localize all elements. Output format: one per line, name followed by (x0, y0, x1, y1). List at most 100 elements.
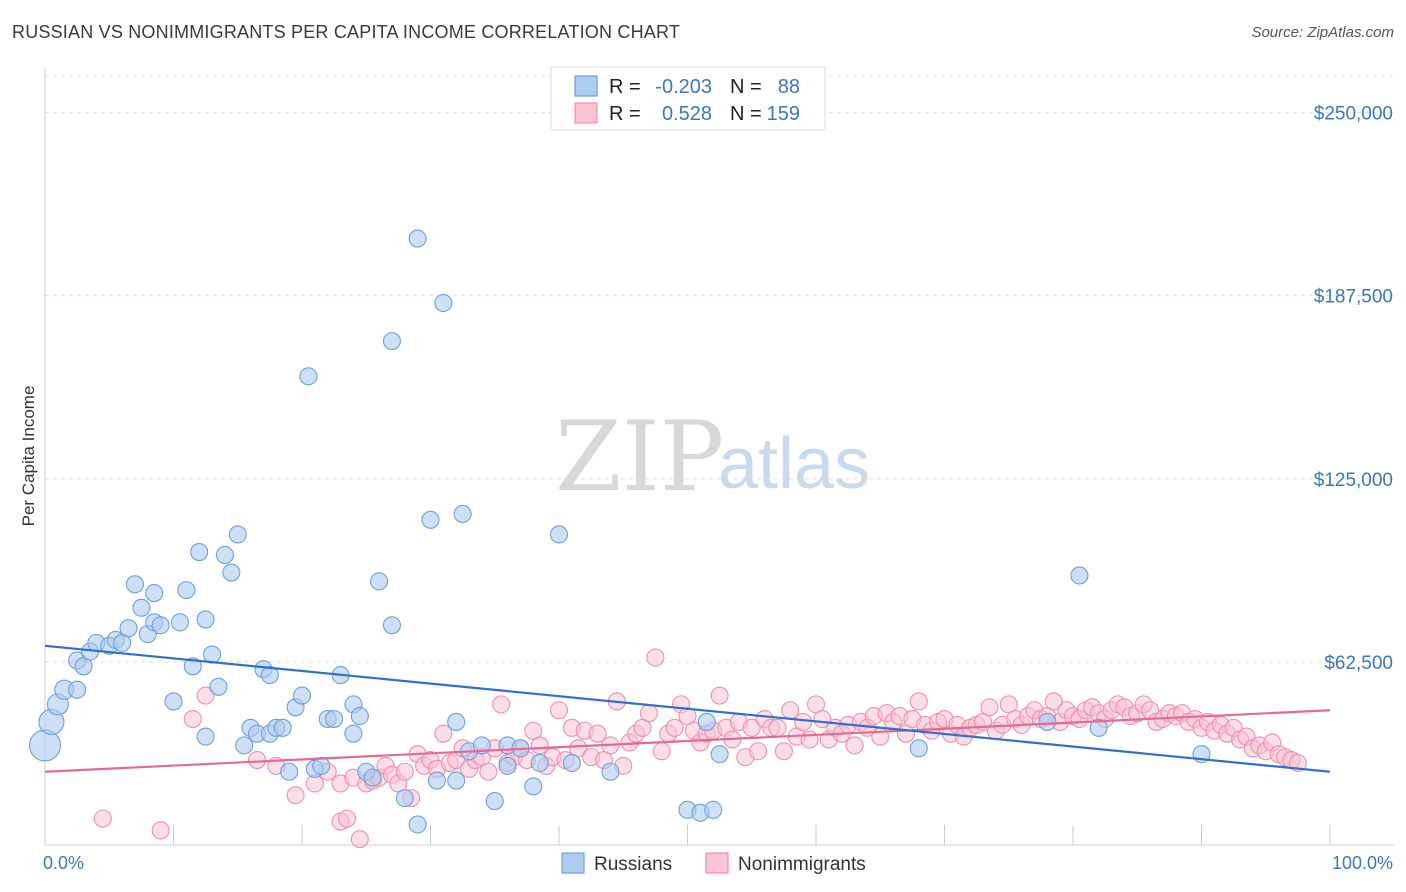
russians-point (196, 727, 215, 746)
y-tick-label: $250,000 (1314, 104, 1393, 125)
y-tick-label: $125,000 (1314, 470, 1393, 491)
trend-lines (44, 644, 1331, 773)
russians-point (222, 563, 241, 582)
legend-r-value: 0.528 (662, 103, 712, 125)
legend-n-label: N = (730, 76, 762, 98)
russians-point (170, 613, 189, 632)
legend-n-label: N = (730, 103, 762, 125)
russians-point (363, 768, 382, 787)
chart-title: RUSSIAN VS NONIMMIGRANTS PER CAPITA INCO… (12, 22, 681, 42)
russians-point (273, 718, 292, 737)
nonimmigrants-point (774, 742, 793, 761)
russians-point (1089, 718, 1108, 737)
legend-swatch-russians (574, 75, 598, 97)
legend-r-label: R = (609, 103, 641, 125)
nonimmigrants-point (530, 736, 549, 755)
russians-point (485, 792, 504, 811)
russians-point (601, 762, 620, 781)
legend-swatch-russians (561, 852, 585, 874)
y-tick-labels: $62,500 $125,000 $187,500 $250,000 (1314, 104, 1393, 674)
russians-point (132, 598, 151, 617)
russians-point (350, 707, 369, 726)
russians-point (260, 666, 279, 685)
russians-point (395, 789, 414, 808)
russians-point (68, 680, 87, 699)
legend-label-russians: Russians (594, 854, 672, 875)
nonimmigrants-point (980, 698, 999, 717)
nonimmigrants-point (479, 762, 498, 781)
russians-point (312, 756, 331, 775)
russians-point (119, 619, 138, 638)
nonimmigrants-point (639, 704, 659, 723)
nonimmigrants-point (286, 786, 305, 805)
nonimmigrants-trend-line (44, 709, 1331, 773)
nonimmigrants-point (1044, 692, 1063, 711)
nonimmigrants-point (768, 718, 787, 737)
x-tick-labels: 0.0% 100.0% (43, 853, 1393, 873)
nonimmigrants-point (350, 830, 369, 849)
russians-point (228, 525, 247, 544)
russians-point (710, 745, 729, 764)
russians-point (177, 581, 196, 600)
nonimmigrants-point (549, 701, 569, 720)
russians-point (530, 753, 549, 773)
russians-point (697, 712, 716, 732)
nonimmigrants-point (151, 821, 170, 840)
nonimmigrants-point (434, 724, 453, 743)
legend-label-nonimmigrants: Nonimmigrants (738, 854, 866, 875)
nonimmigrants-point (247, 750, 267, 770)
nonimmigrants-point (742, 718, 761, 737)
russians-point (196, 610, 215, 629)
russians-point (190, 542, 209, 562)
russians-points (28, 229, 1211, 834)
nonimmigrants-point (183, 709, 202, 729)
watermark-zip: ZIP (555, 401, 724, 513)
russians-point (215, 545, 234, 565)
russians-point (421, 510, 440, 529)
russians-point (434, 293, 453, 313)
nonimmigrants-point (588, 724, 607, 743)
legend-n-value: 159 (767, 103, 800, 125)
y-tick-label: $187,500 (1314, 287, 1393, 308)
gridlines (45, 75, 1395, 663)
nonimmigrants-point (800, 730, 819, 749)
nonimmigrants-point (749, 742, 768, 761)
legend-swatch-nonimmigrants (574, 102, 598, 124)
y-tick-label: $62,500 (1324, 653, 1393, 674)
legend-swatch-nonimmigrants (705, 852, 729, 874)
russians-point (704, 800, 723, 819)
series-legend: Russians Nonimmigrants (561, 852, 866, 875)
russians-point (408, 229, 427, 248)
russians-point (382, 332, 402, 351)
watermark-atlas: atlas (718, 424, 870, 504)
russians-point (344, 724, 363, 743)
nonimmigrants-point (794, 712, 813, 732)
nonimmigrants-point (652, 742, 671, 761)
russians-point (524, 777, 543, 796)
axes (44, 68, 1395, 846)
russians-point (909, 739, 928, 758)
nonimmigrants-point (395, 762, 414, 781)
russians-point (151, 616, 170, 635)
russians-point (280, 762, 299, 781)
y-axis-label: Per Capita Income (19, 386, 38, 527)
nonimmigrants-point (710, 686, 729, 705)
russians-point (183, 657, 202, 676)
source-label: Source: ZipAtlas.com (1251, 24, 1394, 41)
nonimmigrants-point (196, 686, 215, 705)
russians-point (235, 736, 254, 755)
russians-point (447, 712, 466, 732)
russians-point (549, 525, 569, 544)
legend-n-value: 88 (778, 76, 800, 98)
russians-point (292, 686, 312, 705)
russians-point (447, 771, 466, 790)
russians-point (1038, 712, 1057, 732)
russians-point (325, 709, 344, 729)
russians-point (299, 367, 318, 386)
nonimmigrants-point (646, 648, 665, 667)
x-tick-label: 100.0% (1332, 853, 1393, 873)
nonimmigrants-point (845, 736, 864, 755)
russians-point (408, 815, 427, 834)
russians-point (427, 771, 446, 790)
